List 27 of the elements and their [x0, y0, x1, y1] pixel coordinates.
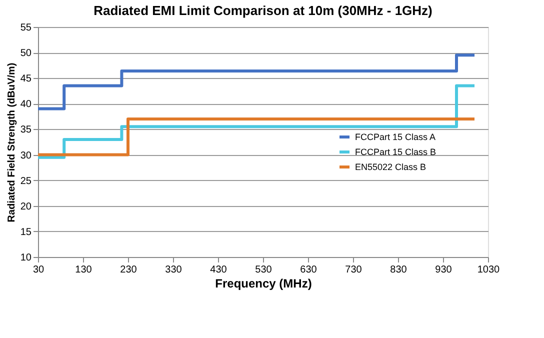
- x-tick-label: 930: [435, 264, 452, 276]
- x-tick-label: 630: [300, 264, 318, 276]
- x-tick-label: 30: [32, 264, 44, 276]
- x-axis-title: Frequency (MHz): [215, 276, 312, 290]
- x-tick-label: 330: [165, 264, 182, 276]
- x-tick-label: 230: [120, 264, 138, 276]
- y-tick-label: 20: [20, 201, 32, 212]
- x-tick-label: 130: [75, 264, 92, 276]
- x-tick-label: 430: [210, 264, 228, 276]
- y-tick-label: 40: [20, 99, 32, 110]
- x-tick-label: 830: [390, 264, 408, 276]
- y-tick-label: 30: [20, 150, 32, 162]
- y-tick-label: 10: [20, 252, 32, 264]
- y-axis-title: Radiated Field Strength (dBuV/m): [6, 62, 18, 222]
- x-tick-label: 730: [345, 264, 362, 276]
- y-tick-label: 35: [20, 124, 32, 136]
- y-tick-label: 25: [20, 176, 32, 187]
- x-tick-label: 530: [255, 264, 272, 276]
- x-tick-label: 1030: [477, 264, 500, 276]
- y-tick-label: 50: [20, 48, 32, 60]
- y-tick-label: 55: [20, 22, 32, 34]
- legend-label: EN55022 Class B: [355, 162, 426, 172]
- y-tick-label: 45: [20, 74, 32, 85]
- legend-label: FCCPart 15 Class A: [355, 132, 436, 142]
- chart-title: Radiated EMI Limit Comparison at 10m (30MHz - 1GHz): [94, 3, 432, 18]
- y-tick-label: 15: [20, 226, 32, 238]
- legend-label: FCCPart 15 Class B: [355, 147, 436, 157]
